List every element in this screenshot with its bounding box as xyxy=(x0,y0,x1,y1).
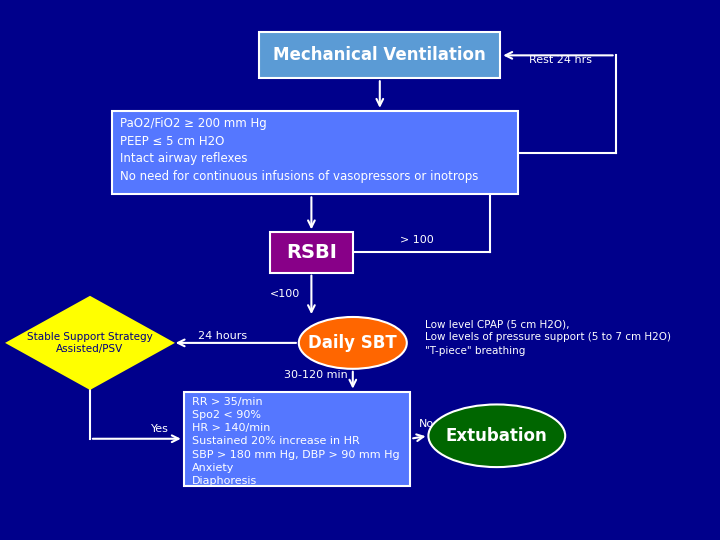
Text: <100: <100 xyxy=(270,289,300,299)
Text: RR > 35/min
Spo2 < 90%
HR > 140/min
Sustained 20% increase in HR
SBP > 180 mm Hg: RR > 35/min Spo2 < 90% HR > 140/min Sust… xyxy=(192,397,400,486)
Text: Extubation: Extubation xyxy=(446,427,548,445)
Text: Rest 24 hrs: Rest 24 hrs xyxy=(529,56,593,65)
Text: > 100: > 100 xyxy=(400,235,433,245)
Text: 30-120 min: 30-120 min xyxy=(284,370,348,380)
Ellipse shape xyxy=(428,404,565,467)
Text: Stable Support Strategy
Assisted/PSV: Stable Support Strategy Assisted/PSV xyxy=(27,332,153,354)
FancyBboxPatch shape xyxy=(270,232,353,273)
FancyBboxPatch shape xyxy=(259,32,500,78)
Text: Daily SBT: Daily SBT xyxy=(308,334,397,352)
FancyBboxPatch shape xyxy=(184,392,410,486)
Text: Mechanical Ventilation: Mechanical Ventilation xyxy=(274,46,486,64)
FancyBboxPatch shape xyxy=(112,111,518,194)
Text: RSBI: RSBI xyxy=(286,243,337,262)
Text: Low level CPAP (5 cm H2O),
Low levels of pressure support (5 to 7 cm H2O)
"T-pie: Low level CPAP (5 cm H2O), Low levels of… xyxy=(425,319,671,356)
Text: Yes: Yes xyxy=(151,424,169,434)
Polygon shape xyxy=(7,297,173,389)
Text: PaO2/FiO2 ≥ 200 mm Hg
PEEP ≤ 5 cm H2O
Intact airway reflexes
No need for continu: PaO2/FiO2 ≥ 200 mm Hg PEEP ≤ 5 cm H2O In… xyxy=(120,117,479,183)
Text: 24 hours: 24 hours xyxy=(198,331,247,341)
Text: No: No xyxy=(419,419,434,429)
Ellipse shape xyxy=(299,317,407,369)
